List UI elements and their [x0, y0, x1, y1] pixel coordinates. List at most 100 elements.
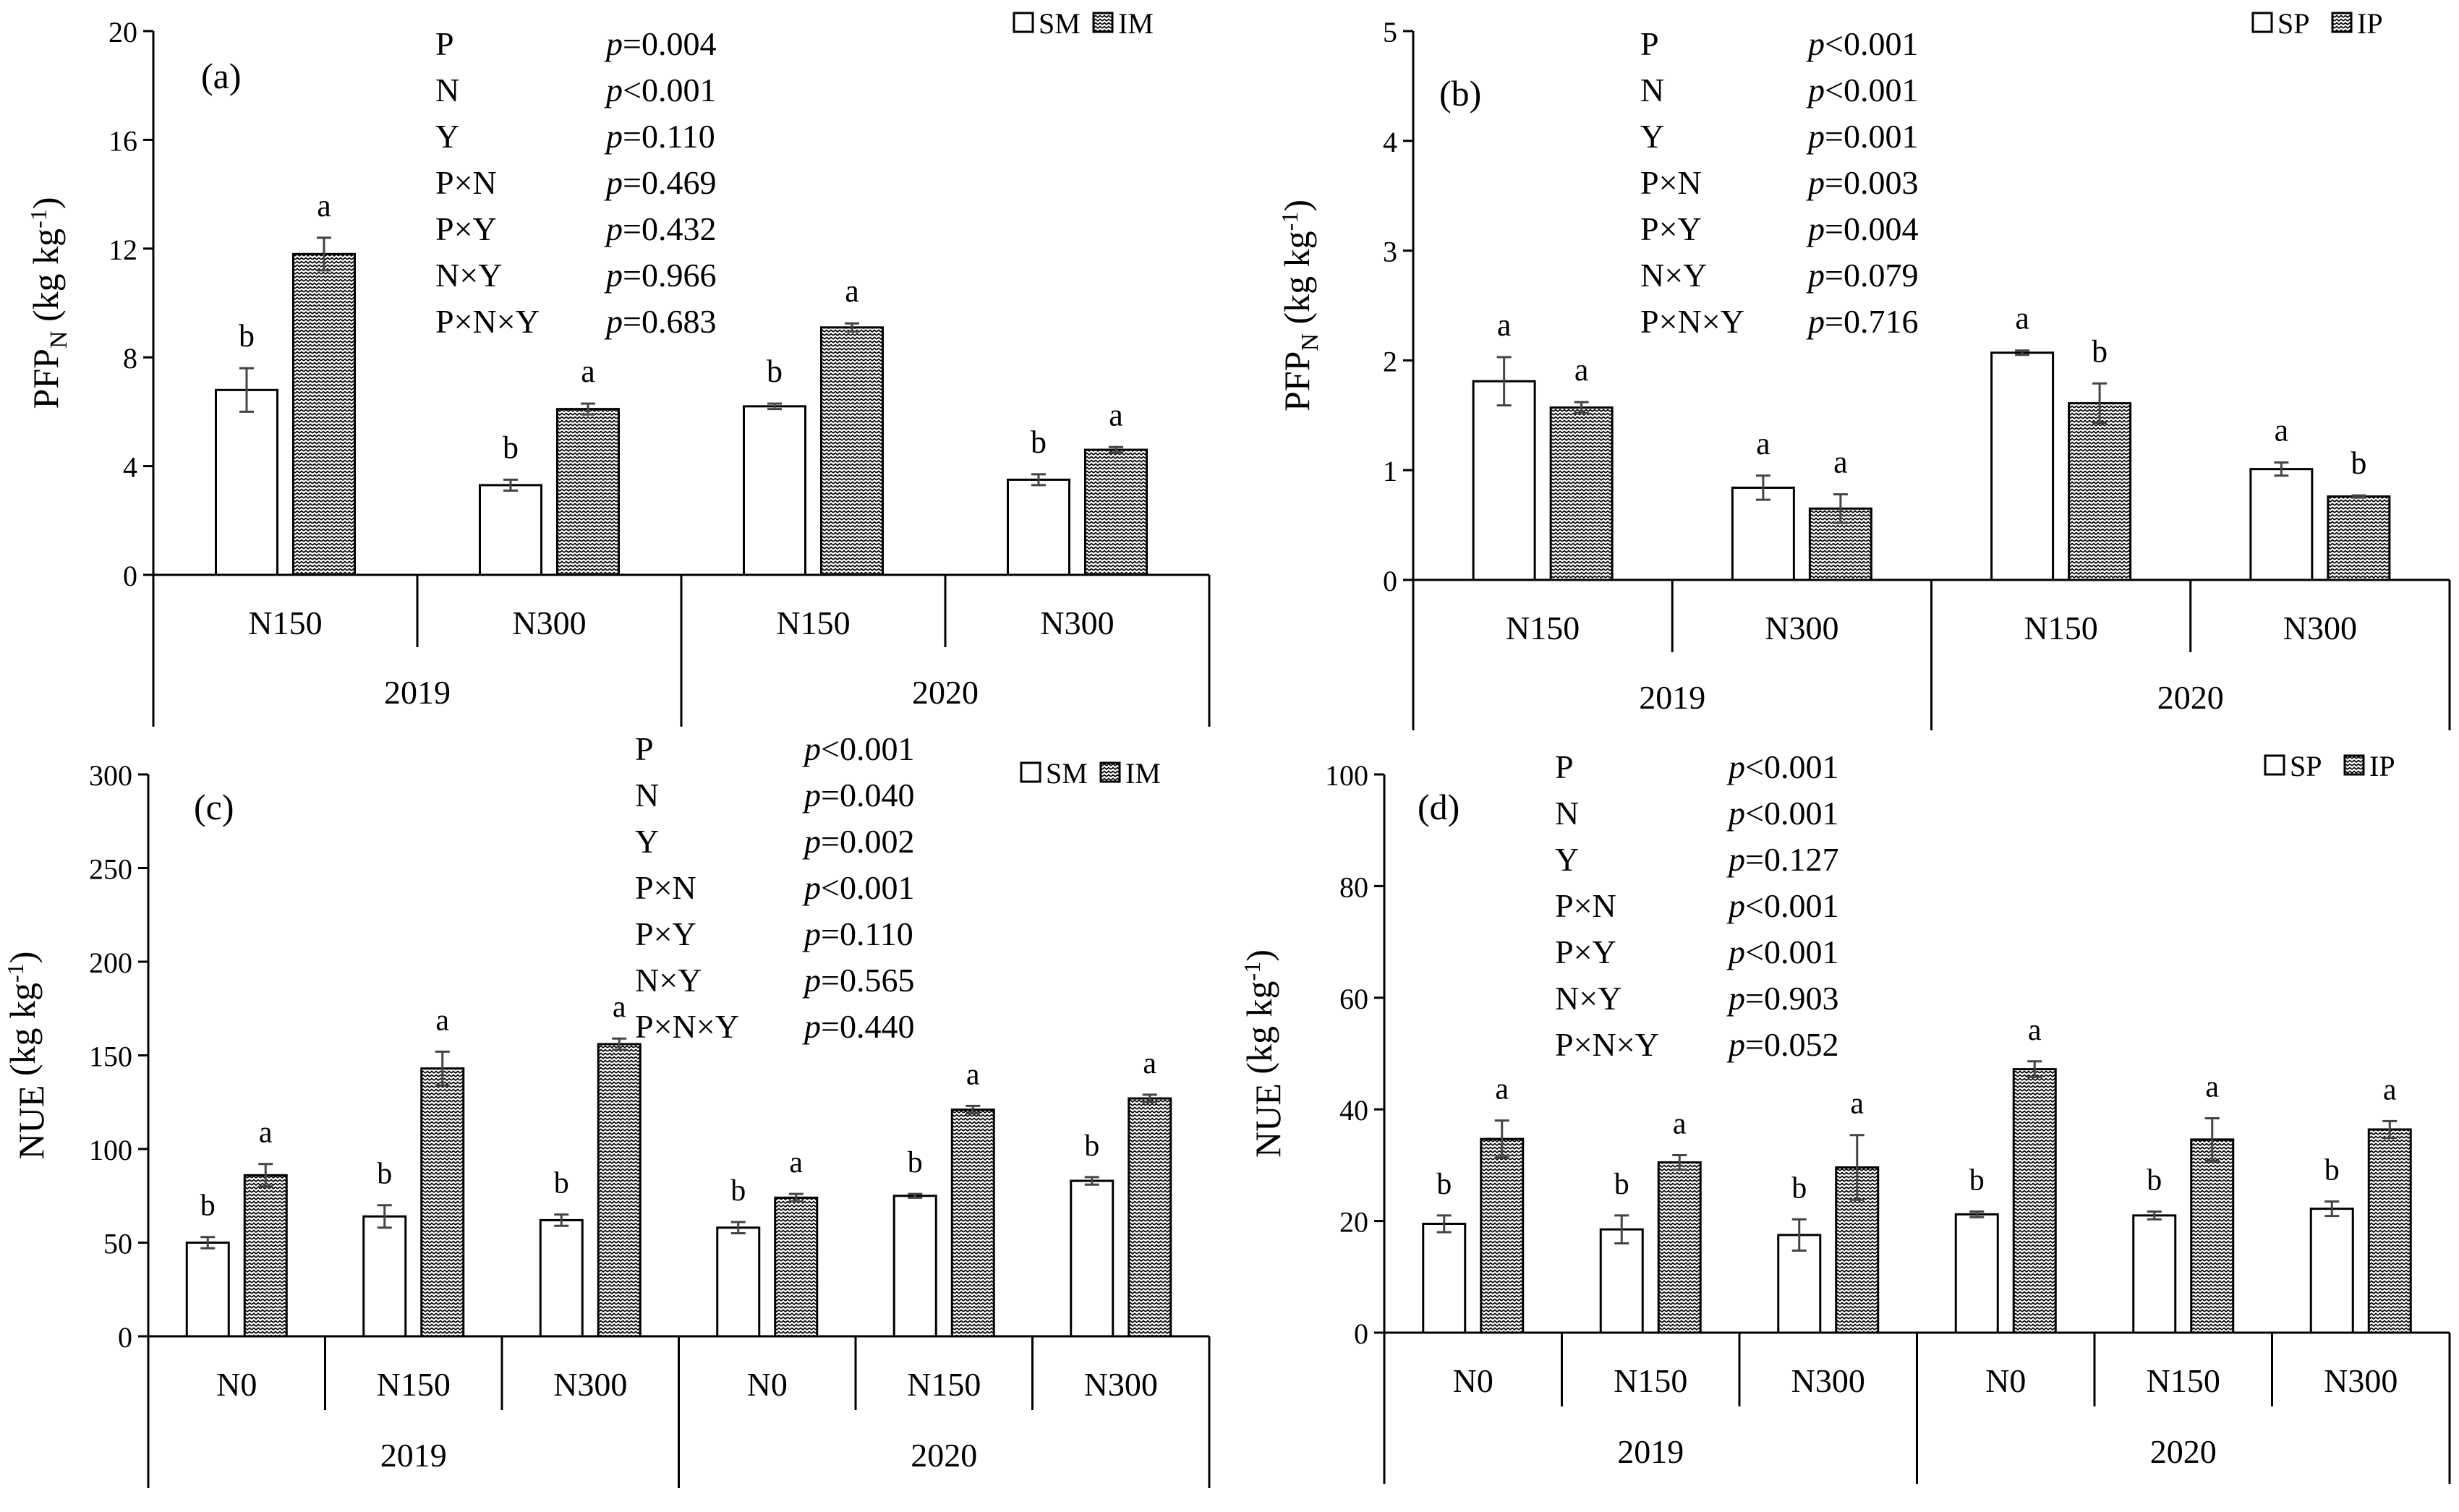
y-tick-label: 40 — [1339, 1094, 1368, 1127]
y-axis-title: NUE (kg kg-1) — [1239, 949, 1288, 1158]
legend-label: SM — [1046, 757, 1088, 790]
stats-p-text: =0.004 — [1825, 210, 1918, 247]
bar-sp — [1731, 486, 1795, 581]
bar-sm — [479, 484, 542, 576]
stats-p-value: p=0.565 — [802, 962, 914, 999]
stats-p-value: p=0.003 — [1806, 164, 1918, 201]
stats-p-text: =0.127 — [1745, 841, 1838, 878]
bar-im — [1084, 448, 1148, 576]
bar-ip — [2367, 1128, 2412, 1334]
x-category-label: N300 — [553, 1366, 627, 1403]
stats-p-text: =0.966 — [623, 257, 716, 294]
bar-ip — [1657, 1161, 1702, 1334]
y-tick-label: 16 — [108, 124, 137, 157]
y-tick-label: 1 — [1383, 455, 1397, 487]
significance-letter: a — [1673, 1108, 1687, 1141]
legend-swatch-sp — [2251, 12, 2273, 33]
stats-p-value: p=0.683 — [604, 303, 716, 340]
stats-p-symbol: p — [604, 164, 623, 201]
stats-factor: P — [635, 730, 654, 767]
panel-c-chart: 0 50 100 150 200 250 300 N0 N150 N300 N0 N150 N300 20… — [2, 730, 1211, 1488]
bar-sm — [362, 1215, 407, 1338]
legend-swatch-im — [1099, 761, 1121, 783]
significance-letter: a — [1495, 1073, 1509, 1106]
stats-p-value: p=0.966 — [604, 257, 716, 294]
stats-factor: Y — [1640, 118, 1664, 155]
stats-p-value: p=0.903 — [1726, 980, 1838, 1017]
y-tick-label: 80 — [1339, 871, 1368, 903]
stats-factor: N — [1555, 795, 1579, 832]
stats-p-text: =0.079 — [1825, 257, 1918, 294]
y-tick-label: 0 — [118, 1321, 132, 1354]
bar-im — [774, 1196, 819, 1338]
significance-letter: b — [1031, 424, 1047, 460]
significance-letter: b — [767, 354, 783, 389]
significance-letter: a — [1143, 1047, 1156, 1080]
legend-label: IP — [2357, 7, 2383, 40]
y-axis-title-close: ) — [2, 952, 43, 964]
stats-factor: P×N×Y — [435, 303, 540, 340]
stats-p-value: p<0.001 — [802, 730, 914, 767]
legend-label: IM — [1125, 757, 1161, 790]
significance-letter: a — [789, 1146, 803, 1179]
bar-sp — [2249, 468, 2314, 581]
stats-factor: P×Y — [635, 915, 696, 952]
stats-p-value: p<0.001 — [1726, 887, 1838, 924]
bar-sm — [215, 388, 278, 576]
significance-letter: a — [1109, 397, 1123, 432]
y-axis-title-main: PFP — [1277, 351, 1317, 411]
significance-letter: a — [2205, 1071, 2219, 1104]
legend-label: SM — [1039, 7, 1081, 40]
stats-factor: P×Y — [1640, 210, 1702, 247]
stats-factor: Y — [1555, 841, 1579, 878]
bar-ip — [2190, 1138, 2235, 1334]
stats-p-text: =0.110 — [623, 118, 715, 155]
significance-letter: b — [200, 1189, 216, 1223]
stats-p-symbol: p — [802, 869, 821, 906]
stats-p-symbol: p — [1726, 748, 1745, 785]
significance-letter: b — [908, 1146, 923, 1179]
significance-letter: a — [845, 273, 859, 309]
bar-sm — [1007, 478, 1070, 576]
x-category-label: N300 — [1791, 1362, 1865, 1399]
significance-letter: a — [2275, 413, 2289, 448]
x-group-label: 2019 — [380, 1437, 447, 1474]
stats-p-value: p=0.004 — [604, 25, 716, 62]
bar-ip — [1549, 406, 1614, 581]
stats-p-value: p=0.432 — [604, 210, 716, 247]
significance-letter: b — [2351, 445, 2366, 481]
stats-p-symbol: p — [802, 962, 821, 999]
stats-factor: P — [435, 25, 454, 62]
significance-letter: a — [1497, 307, 1512, 343]
y-axis-title-unit: (kg kg — [1277, 231, 1317, 333]
stats-p-value: p=0.001 — [1806, 118, 1918, 155]
stats-p-value: p=0.110 — [604, 118, 715, 155]
significance-letter: b — [377, 1158, 392, 1191]
y-axis-title-superscript: -1 — [25, 209, 51, 228]
stats-p-symbol: p — [1726, 934, 1745, 970]
stats-p-symbol: p — [1726, 1026, 1745, 1063]
significance-letter: b — [1084, 1129, 1099, 1163]
stats-p-symbol: p — [1726, 841, 1745, 878]
stats-p-symbol: p — [802, 730, 821, 767]
x-category-label: N300 — [2324, 1362, 2398, 1399]
x-group-label: 2020 — [912, 674, 979, 711]
bar-sp — [1599, 1228, 1644, 1334]
stats-p-text: <0.001 — [1825, 72, 1918, 108]
bar-ip — [1480, 1137, 1525, 1334]
stats-p-text: <0.001 — [1825, 25, 1918, 62]
bar-sp — [1472, 380, 1536, 581]
stats-p-value: p=0.110 — [802, 915, 913, 952]
stats-factor: N×Y — [1640, 257, 1707, 294]
stats-p-symbol: p — [802, 777, 821, 813]
legend-label: IP — [2369, 750, 2395, 782]
stats-p-value: p=0.040 — [802, 777, 914, 813]
y-axis-title: NUE (kg kg-1) — [2, 952, 51, 1160]
y-tick-label: 150 — [89, 1041, 132, 1073]
stats-p-symbol: p — [1806, 210, 1825, 247]
significance-letter: a — [581, 354, 595, 389]
x-group-label: 2020 — [2157, 679, 2224, 716]
stats-p-symbol: p — [1726, 980, 1745, 1017]
stats-p-text: =0.002 — [821, 823, 914, 860]
